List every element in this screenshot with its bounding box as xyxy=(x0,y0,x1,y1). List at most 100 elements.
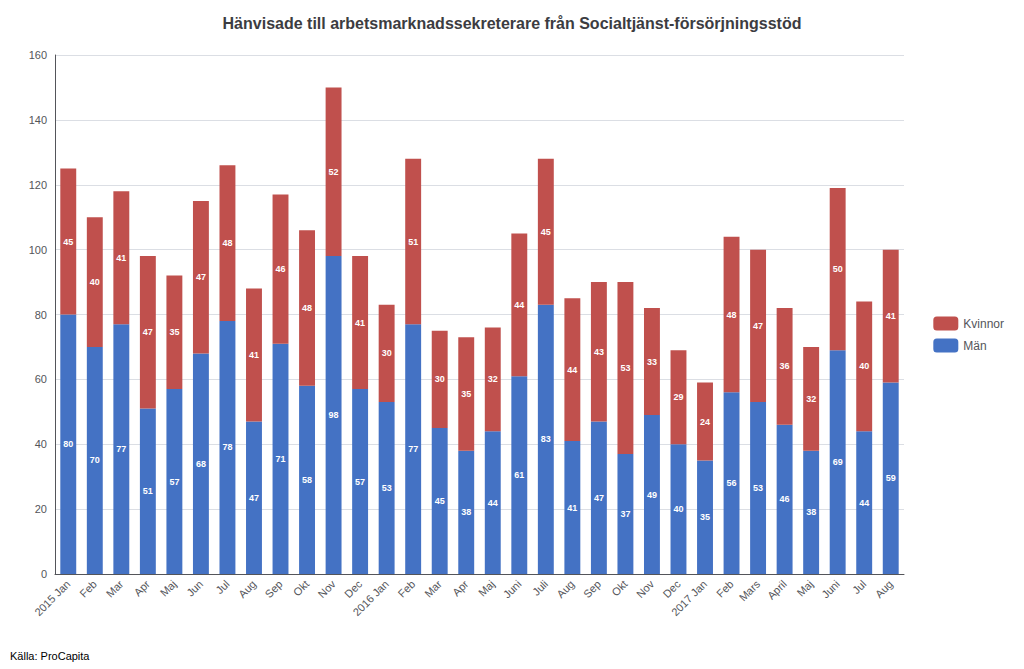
svg-text:Jun: Jun xyxy=(184,578,205,599)
svg-text:Hänvisade till arbetsmarknadss: Hänvisade till arbetsmarknadssekreterare… xyxy=(223,15,802,32)
svg-text:49: 49 xyxy=(647,490,657,500)
svg-text:45: 45 xyxy=(63,237,73,247)
svg-text:44: 44 xyxy=(567,365,577,375)
svg-text:47: 47 xyxy=(249,493,259,503)
svg-text:Mar: Mar xyxy=(422,578,444,600)
svg-text:53: 53 xyxy=(753,483,763,493)
svg-text:61: 61 xyxy=(514,470,524,480)
svg-text:2016 Jan: 2016 Jan xyxy=(350,578,390,618)
svg-text:Apr: Apr xyxy=(132,578,153,599)
svg-text:2017 Jan: 2017 Jan xyxy=(669,578,709,618)
svg-text:29: 29 xyxy=(673,392,683,402)
svg-text:April: April xyxy=(765,578,789,602)
svg-text:Aug: Aug xyxy=(873,578,895,600)
svg-text:Dec: Dec xyxy=(660,577,683,600)
svg-text:48: 48 xyxy=(727,310,737,320)
svg-text:33: 33 xyxy=(647,357,657,367)
svg-text:Jul: Jul xyxy=(213,578,231,596)
svg-text:57: 57 xyxy=(355,477,365,487)
svg-text:43: 43 xyxy=(594,347,604,357)
svg-text:83: 83 xyxy=(541,434,551,444)
svg-text:47: 47 xyxy=(753,321,763,331)
svg-text:0: 0 xyxy=(41,568,47,580)
svg-text:56: 56 xyxy=(727,478,737,488)
svg-text:Mar: Mar xyxy=(104,578,126,600)
svg-text:Dec: Dec xyxy=(342,577,365,600)
svg-text:46: 46 xyxy=(780,494,790,504)
svg-text:77: 77 xyxy=(408,444,418,454)
svg-text:Maj: Maj xyxy=(794,578,815,599)
svg-text:51: 51 xyxy=(408,237,418,247)
svg-text:98: 98 xyxy=(329,410,339,420)
svg-text:Källa: ProCapita: Källa: ProCapita xyxy=(10,650,90,662)
svg-text:Aug: Aug xyxy=(554,578,576,600)
svg-text:44: 44 xyxy=(859,498,869,508)
svg-text:Kvinnor: Kvinnor xyxy=(963,317,1004,331)
svg-text:58: 58 xyxy=(302,475,312,485)
svg-text:37: 37 xyxy=(620,509,630,519)
svg-text:Juni: Juni xyxy=(819,578,842,601)
svg-text:Jul: Jul xyxy=(850,578,868,596)
svg-text:Apr: Apr xyxy=(450,578,471,599)
svg-text:51: 51 xyxy=(143,486,153,496)
svg-text:Nov: Nov xyxy=(634,577,657,600)
svg-text:35: 35 xyxy=(169,327,179,337)
svg-text:44: 44 xyxy=(488,498,498,508)
svg-text:80: 80 xyxy=(63,439,73,449)
svg-text:68: 68 xyxy=(196,459,206,469)
svg-text:36: 36 xyxy=(780,361,790,371)
svg-text:70: 70 xyxy=(90,455,100,465)
svg-text:41: 41 xyxy=(116,253,126,263)
svg-text:Okt: Okt xyxy=(609,578,630,599)
svg-text:160: 160 xyxy=(29,49,47,61)
svg-text:60: 60 xyxy=(35,373,47,385)
svg-text:Aug: Aug xyxy=(236,578,258,600)
svg-text:120: 120 xyxy=(29,179,47,191)
svg-text:38: 38 xyxy=(461,507,471,517)
svg-text:41: 41 xyxy=(886,311,896,321)
svg-text:57: 57 xyxy=(169,477,179,487)
svg-text:80: 80 xyxy=(35,309,47,321)
svg-text:47: 47 xyxy=(143,327,153,337)
svg-text:40: 40 xyxy=(859,361,869,371)
svg-text:48: 48 xyxy=(222,238,232,248)
svg-text:Maj: Maj xyxy=(476,578,497,599)
svg-text:71: 71 xyxy=(276,454,286,464)
svg-text:Sep: Sep xyxy=(581,578,603,600)
svg-text:Nov: Nov xyxy=(316,577,339,600)
svg-text:47: 47 xyxy=(196,272,206,282)
svg-text:78: 78 xyxy=(222,442,232,452)
svg-text:50: 50 xyxy=(833,264,843,274)
svg-text:35: 35 xyxy=(700,512,710,522)
svg-text:69: 69 xyxy=(833,457,843,467)
svg-text:30: 30 xyxy=(435,374,445,384)
svg-text:40: 40 xyxy=(673,504,683,514)
svg-text:41: 41 xyxy=(355,318,365,328)
svg-text:24: 24 xyxy=(700,417,710,427)
svg-text:44: 44 xyxy=(514,300,524,310)
svg-text:Män: Män xyxy=(963,339,986,353)
svg-text:40: 40 xyxy=(90,277,100,287)
svg-text:48: 48 xyxy=(302,303,312,313)
svg-text:77: 77 xyxy=(116,444,126,454)
svg-text:Juni: Juni xyxy=(501,578,524,601)
svg-text:2015 Jan: 2015 Jan xyxy=(32,578,72,618)
svg-text:52: 52 xyxy=(329,167,339,177)
svg-text:41: 41 xyxy=(249,350,259,360)
svg-text:46: 46 xyxy=(276,264,286,274)
svg-text:32: 32 xyxy=(806,394,816,404)
svg-text:38: 38 xyxy=(806,507,816,517)
svg-text:47: 47 xyxy=(594,493,604,503)
svg-text:100: 100 xyxy=(29,244,47,256)
svg-text:20: 20 xyxy=(35,503,47,515)
svg-text:59: 59 xyxy=(886,473,896,483)
svg-text:45: 45 xyxy=(541,227,551,237)
svg-text:Feb: Feb xyxy=(77,578,99,600)
svg-text:35: 35 xyxy=(461,389,471,399)
svg-text:Feb: Feb xyxy=(714,578,736,600)
svg-text:Feb: Feb xyxy=(396,578,418,600)
svg-text:140: 140 xyxy=(29,114,47,126)
svg-text:Mars: Mars xyxy=(737,577,763,603)
svg-text:32: 32 xyxy=(488,374,498,384)
svg-text:53: 53 xyxy=(382,483,392,493)
